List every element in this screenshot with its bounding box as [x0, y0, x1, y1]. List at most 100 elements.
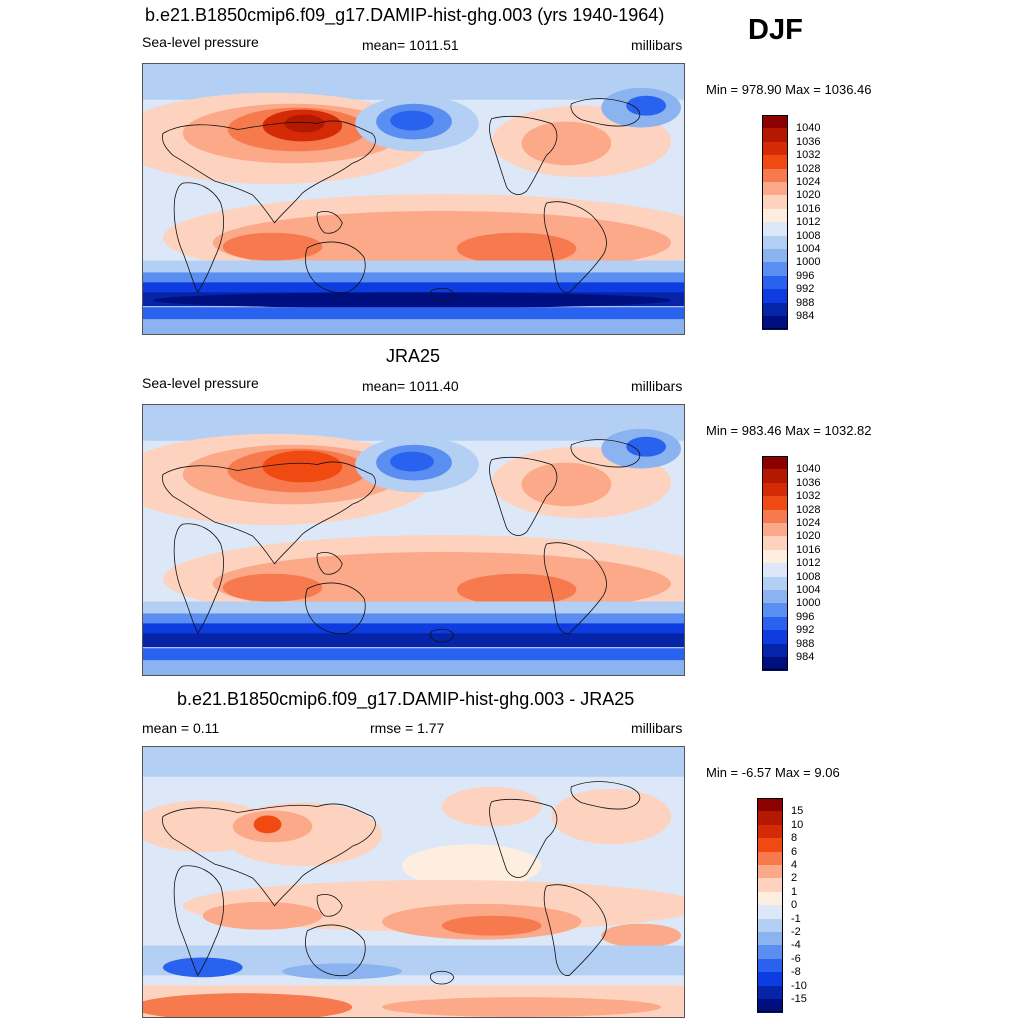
pressure-band	[143, 648, 684, 663]
colorbar-label: 1	[791, 885, 798, 898]
coastline	[570, 98, 641, 127]
coastline	[316, 551, 343, 575]
colorbar-swatch	[762, 523, 788, 537]
colorbar-swatch	[762, 262, 788, 277]
colorbar-label: 996	[796, 269, 815, 282]
colorbar-label: 1028	[796, 503, 821, 516]
colorbar-label: 0	[791, 899, 798, 912]
colorbar-swatch	[757, 865, 783, 879]
colorbar-label: -8	[791, 966, 801, 979]
colorbar-label: -10	[791, 979, 807, 992]
colorbar-label: 1024	[796, 176, 821, 188]
coastline	[305, 241, 366, 294]
colorbar-swatch	[762, 657, 788, 671]
coastline	[305, 582, 366, 635]
colorbar-swatch	[762, 482, 788, 497]
colorbar-swatch	[762, 616, 788, 631]
panel-2-minmax: Min = 983.46 Max = 1032.82	[706, 423, 872, 438]
colorbar-label: 1008	[796, 570, 821, 583]
colorbar-label: 988	[796, 637, 815, 650]
colorbar-swatch	[757, 891, 783, 906]
colorbar-swatch	[762, 128, 788, 143]
coastline	[305, 924, 366, 977]
pressure-band	[143, 64, 684, 100]
panel-1-title: b.e21.B1850cmip6.f09_g17.DAMIP-hist-ghg.…	[145, 5, 665, 25]
colorbar-swatch	[762, 155, 788, 170]
colorbar-swatch	[762, 643, 788, 658]
map-field	[143, 64, 684, 334]
pressure-contour	[253, 815, 282, 834]
colorbar-label: -1	[791, 912, 801, 925]
coastline	[162, 461, 376, 565]
colorbar-swatch	[762, 456, 788, 470]
colorbar-swatch	[762, 509, 788, 524]
pressure-band	[143, 660, 684, 675]
colorbar-swatch	[762, 182, 788, 196]
colorbar-swatch	[757, 985, 783, 1000]
colorbar-swatch	[757, 838, 783, 853]
panel-3-rmse: rmse = 1.77	[370, 720, 445, 736]
colorbar-label: 1016	[796, 202, 821, 215]
colorbar-swatch	[757, 999, 783, 1013]
pressure-contour	[456, 573, 577, 606]
pressure-contour	[262, 450, 343, 483]
colorbar-label: 1032	[796, 149, 821, 162]
pressure-contour	[222, 573, 323, 602]
colorbar-label: 984	[796, 651, 815, 663]
coastline	[173, 523, 224, 634]
colorbar-swatch	[762, 208, 788, 223]
colorbar-label: 988	[796, 296, 815, 309]
colorbar-frame	[762, 115, 788, 330]
pressure-contour	[202, 901, 323, 930]
colorbar-label: 996	[796, 610, 815, 623]
pressure-band	[143, 319, 684, 334]
coastlines	[162, 98, 641, 302]
pressure-contour	[601, 923, 682, 948]
coastline	[173, 182, 224, 293]
colorbar-swatch	[757, 918, 783, 933]
panel-2-map	[142, 404, 685, 676]
colorbar-label: 984	[796, 310, 815, 322]
colorbar-label: 992	[796, 283, 815, 296]
colorbar-label: 1012	[796, 557, 821, 570]
pressure-contour	[382, 997, 662, 1017]
colorbar-swatch	[757, 824, 783, 839]
map-field	[143, 405, 684, 675]
colorbar-swatch	[762, 289, 788, 304]
colorbar-swatch	[757, 932, 783, 946]
colorbar-swatch	[762, 115, 788, 129]
coastline	[429, 970, 455, 985]
colorbar-swatch	[762, 141, 788, 156]
colorbar-swatch	[757, 972, 783, 987]
colorbar-swatch	[757, 905, 783, 920]
panel-2-left-label: Sea-level pressure	[142, 375, 259, 391]
pressure-contour	[441, 915, 542, 936]
colorbar-label: 1004	[796, 584, 821, 596]
colorbar-label: -6	[791, 952, 801, 965]
colorbar-swatch	[762, 195, 788, 210]
pressure-contour	[402, 844, 542, 888]
panel-3-units: millibars	[631, 720, 683, 736]
coastline	[316, 893, 343, 917]
coastline	[429, 287, 455, 302]
panel-1-units: millibars	[631, 37, 683, 53]
colorbar-label: 8	[791, 832, 798, 845]
colorbar-swatch	[762, 168, 788, 183]
colorbar-swatch	[762, 496, 788, 511]
colorbar-swatch	[762, 222, 788, 237]
pressure-contour	[441, 786, 542, 827]
colorbar-label: 1000	[796, 597, 821, 610]
pressure-band	[143, 747, 684, 777]
colorbar-swatch	[757, 878, 783, 893]
colorbar-label: 1024	[796, 517, 821, 529]
colorbar-swatch	[762, 316, 788, 330]
colorbar-label: 1032	[796, 490, 821, 503]
colorbar-label: 1036	[796, 476, 821, 489]
panel-1-minmax: Min = 978.90 Max = 1036.46	[706, 82, 872, 97]
panel-2-mean: mean= 1011.40	[362, 378, 459, 394]
colorbar-frame	[762, 456, 788, 671]
colorbar-label: 4	[791, 859, 798, 871]
colorbar-label: 1040	[796, 122, 821, 135]
colorbar-label: 15	[791, 805, 804, 818]
coastline	[162, 803, 376, 907]
